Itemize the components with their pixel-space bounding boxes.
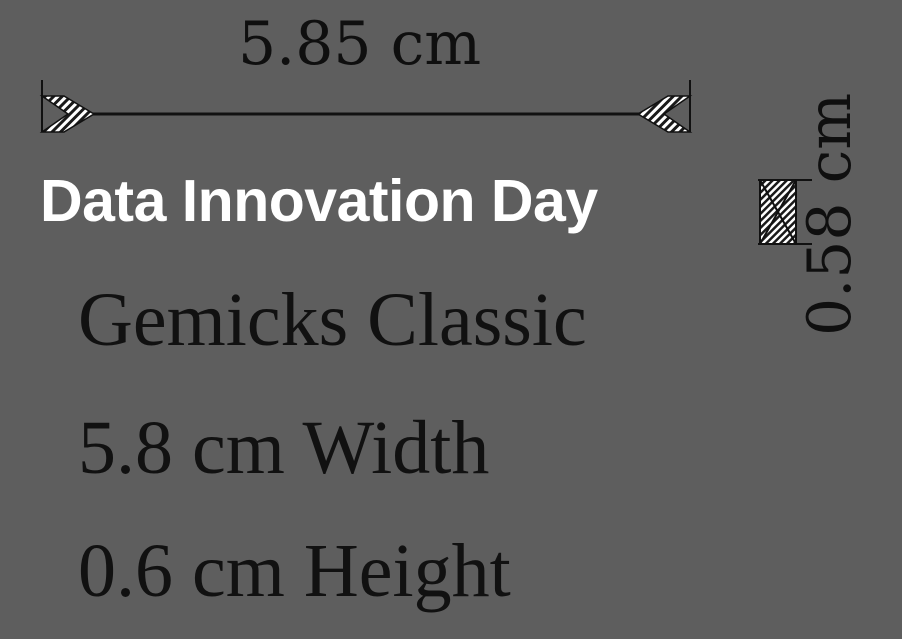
- sample-title: Data Innovation Day: [40, 168, 598, 234]
- width-dimension-arrow: [39, 80, 693, 133]
- left-arrowhead-icon: [39, 95, 96, 133]
- height-dimension-label: 0.58 cm: [795, 92, 865, 336]
- font-name-text: Gemicks Classic: [78, 278, 587, 362]
- height-spec-text: 0.6 cm Height: [78, 529, 511, 613]
- height-dimension-arrow: [758, 179, 812, 245]
- width-dimension-label: 5.85 cm: [238, 9, 482, 79]
- height-dimension-chevron-icon-2: [776, 179, 797, 245]
- right-arrowhead-icon: [636, 95, 693, 133]
- width-spec-text: 5.8 cm Width: [78, 406, 490, 490]
